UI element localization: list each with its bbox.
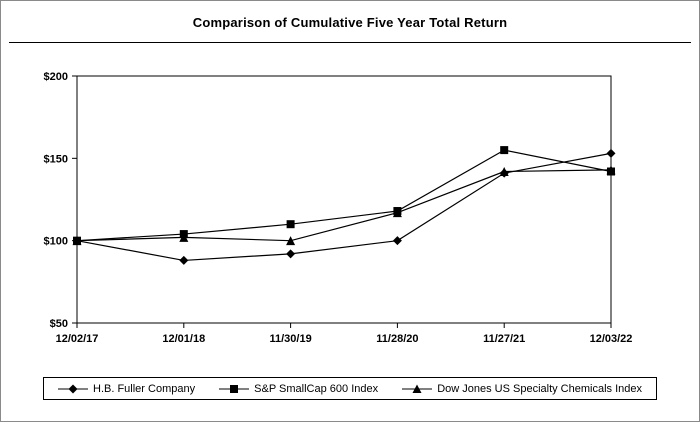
triangle-data-point xyxy=(72,236,82,246)
chart-title: Comparison of Cumulative Five Year Total… xyxy=(192,15,508,30)
plot-border xyxy=(76,75,612,324)
series-line-0 xyxy=(76,152,612,262)
legend-item-hb-fuller: H.B. Fuller Company xyxy=(58,383,195,395)
y-axis-tick-label: $150 xyxy=(44,153,68,165)
diamond-data-point xyxy=(179,255,189,265)
triangle-data-point xyxy=(606,165,616,175)
diamond-data-point xyxy=(286,249,296,259)
square-data-point xyxy=(286,220,295,229)
triangle-marker-icon xyxy=(402,384,433,393)
legend-item-dow-jones-specialty: Dow Jones US Specialty Chemicals Index xyxy=(402,383,642,395)
x-axis-tick-label: 12/03/22 xyxy=(590,333,633,345)
triangle-data-point xyxy=(286,236,296,246)
diamond-data-point xyxy=(606,148,616,158)
x-axis-tick-label: 11/27/21 xyxy=(483,333,525,345)
diamond-marker-icon xyxy=(58,384,88,393)
triangle-data-point xyxy=(499,167,509,177)
y-axis-tick-label: $200 xyxy=(44,71,68,83)
y-axis-tick-label: $100 xyxy=(44,236,68,248)
legend-label-sp-smallcap: S&P SmallCap 600 Index xyxy=(254,382,379,395)
title-divider xyxy=(9,42,691,43)
legend: H.B. Fuller Company S&P SmallCap 600 Ind… xyxy=(43,377,657,400)
triangle-data-point xyxy=(179,232,189,242)
x-axis-tick-label: 11/30/19 xyxy=(269,333,311,345)
legend-label-hb-fuller: H.B. Fuller Company xyxy=(93,382,196,395)
x-axis-tick-label: 12/01/18 xyxy=(162,333,205,345)
legend-item-sp-smallcap: S&P SmallCap 600 Index xyxy=(219,383,378,395)
square-marker-icon xyxy=(219,384,250,393)
triangle-data-point xyxy=(392,208,402,218)
series-line-1 xyxy=(76,149,612,242)
square-data-point xyxy=(500,146,509,155)
legend-label-dow-jones-specialty: Dow Jones US Specialty Chemicals Index xyxy=(437,382,642,395)
series-line-2 xyxy=(76,169,612,242)
x-axis-tick-label: 12/02/17 xyxy=(56,333,99,345)
y-axis-tick-label: $50 xyxy=(50,318,68,330)
diamond-data-point xyxy=(392,236,402,246)
x-axis-tick-label: 11/28/20 xyxy=(376,333,418,345)
